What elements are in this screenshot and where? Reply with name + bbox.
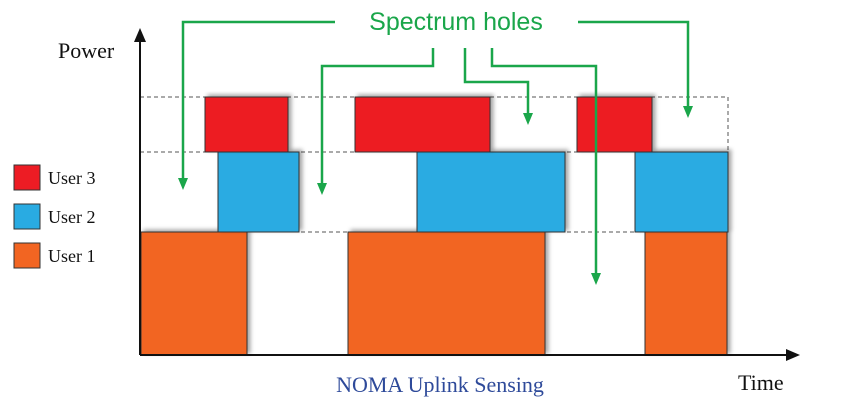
block-user-2 [634, 151, 729, 233]
block-user-1 [140, 231, 248, 356]
caption: NOMA Uplink Sensing [336, 372, 544, 397]
hole-arrow-line [181, 20, 335, 182]
hole-arrow-line [490, 48, 598, 277]
block-user-2 [217, 151, 300, 233]
block-user-1 [347, 231, 546, 356]
block-user-3 [576, 96, 653, 153]
hole-arrow-line [320, 48, 435, 187]
block-user-2 [416, 151, 566, 233]
arrow-head-icon [683, 106, 693, 118]
arrow-head-icon [178, 178, 188, 190]
axes [134, 28, 800, 361]
hole-arrow-line [578, 20, 690, 110]
legend-swatch [13, 203, 41, 230]
block-user-1 [644, 231, 728, 356]
x-axis-label: Time [738, 370, 784, 395]
legend-label: User 2 [48, 207, 96, 227]
block-user-3 [354, 96, 491, 153]
block-user-3 [204, 96, 289, 153]
arrow-head-icon [317, 183, 327, 195]
y-axis-label: Power [58, 38, 115, 63]
legend-label: User 1 [48, 246, 96, 266]
hole-arrow-line [463, 48, 530, 117]
legend-swatch [13, 242, 41, 269]
y-axis-arrow-icon [134, 28, 146, 42]
legend-label: User 3 [48, 168, 96, 188]
arrow-head-icon [523, 113, 533, 125]
arrow-head-icon [591, 273, 601, 285]
spectrum-holes-label: Spectrum holes [369, 8, 543, 36]
x-axis-arrow-icon [786, 349, 800, 361]
legend-swatch [13, 164, 41, 191]
